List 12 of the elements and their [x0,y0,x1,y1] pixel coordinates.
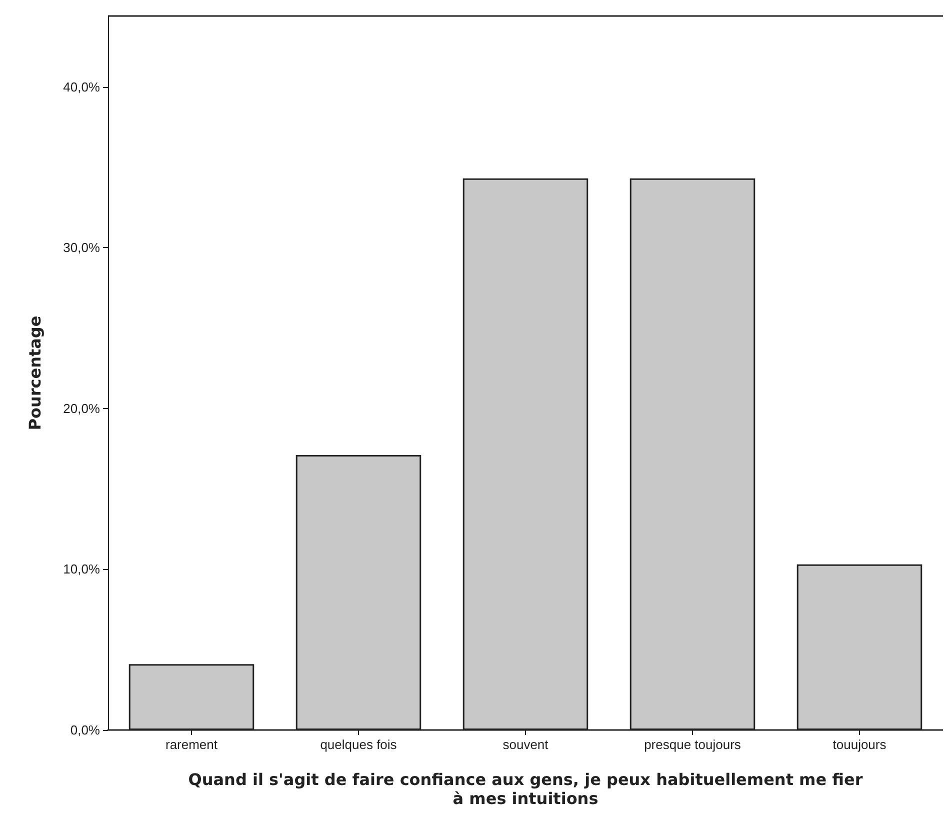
y-tick-label: 40,0% [63,79,100,94]
x-tick-label: souvent [502,737,549,752]
y-tick-label: 10,0% [63,562,100,577]
x-axis-title: Quand il s'agit de faire confiance aux gens, je peux habituellement me fier à mes intuitions [188,770,863,808]
x-tick-label: presque toujours [644,737,742,752]
y-tick-label: 30,0% [63,240,100,256]
y-axis-title: Pourcentage [26,316,44,430]
x-tick-label: rarement [165,737,218,752]
x-tick-label: quelques fois [320,737,398,752]
y-tick-label: 20,0% [63,400,100,416]
y-tick-label: 0,0% [70,722,100,738]
x-tick-label: touujours [832,737,887,752]
